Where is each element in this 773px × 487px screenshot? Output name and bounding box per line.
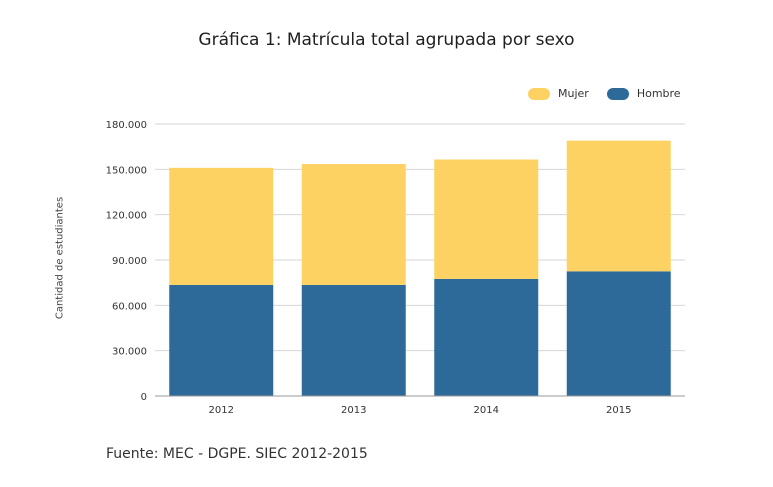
y-tick-label: 150.000	[106, 165, 147, 176]
bar-mujer-2014	[434, 159, 539, 279]
source-note: Fuente: MEC - DGPE. SIEC 2012-2015	[106, 446, 368, 462]
bars	[169, 140, 671, 396]
bar-hombre-2015	[566, 271, 671, 396]
x-tick-label: 2014	[474, 405, 499, 416]
legend-item-mujer: Mujer	[528, 87, 589, 100]
x-tick-label: 2012	[209, 405, 234, 416]
legend-item-hombre: Hombre	[606, 87, 681, 100]
y-tick-label: 30.000	[112, 347, 147, 358]
bar-mujer-2015	[566, 140, 671, 272]
bar-mujer-2013	[301, 164, 406, 285]
y-tick-label: 0	[141, 392, 147, 403]
y-tick-label: 180.000	[106, 120, 147, 131]
x-tick-labels: 2012 2013 2014 2015	[209, 405, 632, 416]
bar-hombre-2012	[169, 284, 274, 396]
chart-title: Gráfica 1: Matrícula total agrupada por …	[198, 30, 575, 50]
x-tick-label: 2015	[606, 405, 631, 416]
legend-label-mujer: Mujer	[558, 87, 589, 100]
y-tick-labels: 0 30.000 60.000 90.000 120.000 150.000 180.000	[106, 120, 147, 403]
bar-hombre-2014	[434, 278, 539, 396]
y-tick-label: 60.000	[112, 301, 147, 312]
bar-hombre-2013	[301, 284, 406, 396]
legend-swatch-hombre	[606, 87, 629, 100]
chart-legend: Mujer Hombre	[528, 87, 699, 100]
y-tick-label: 90.000	[112, 256, 147, 267]
x-tick-label: 2013	[341, 405, 366, 416]
legend-label-hombre: Hombre	[636, 87, 681, 100]
bar-mujer-2012	[169, 167, 274, 285]
y-tick-label: 120.000	[106, 211, 147, 222]
legend-swatch-mujer	[528, 87, 550, 100]
